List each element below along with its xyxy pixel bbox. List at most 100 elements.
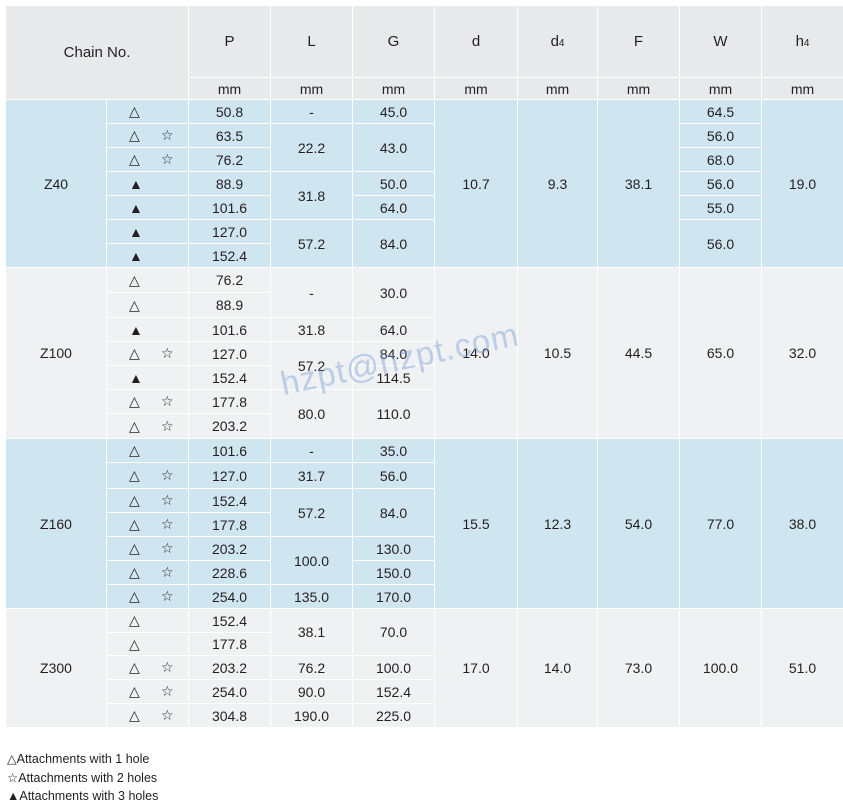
pitch-cell: 76.2: [188, 267, 272, 293]
pitch-cell: 88.9: [188, 171, 272, 196]
g-cell: 84.0: [352, 219, 436, 268]
attachment-symbol: △: [129, 707, 140, 723]
pitch-cell: 203.2: [188, 413, 272, 439]
attachment-symbol: ☆: [161, 683, 174, 699]
attachment-symbol: ☆: [161, 540, 174, 556]
g-cell: 43.0: [352, 123, 436, 172]
table-header: Chain No. P L G d d4 F W h4 mm mm mm mm …: [4, 5, 843, 100]
attachment-symbol: △: [129, 540, 140, 556]
attachment-symbols: △ ☆: [105, 512, 190, 537]
table-row: △ ☆ 254.0 135.0 170.0: [6, 584, 843, 609]
table-row: △ ☆ 203.2 76.2 100.0: [6, 655, 843, 680]
attachment-symbols: ▲: [105, 365, 190, 390]
attachment-symbol: △: [129, 103, 140, 119]
attachment-symbol: ☆: [161, 151, 174, 167]
pitch-cell: 88.9: [188, 292, 272, 318]
table-row: △ ☆ 152.4 57.2 84.0: [6, 488, 843, 537]
h4-cell: 38.0: [761, 438, 843, 609]
table-row: △ ☆ 177.8: [6, 512, 843, 537]
d4-cell: 12.3: [517, 438, 599, 609]
l-cell: 80.0: [270, 389, 354, 439]
table-body: Z40 △ 50.8 - 45.0 10.7 9.3 38.1 64.5 19.…: [5, 99, 843, 728]
d-cell: 10.7: [434, 99, 519, 268]
attachment-symbols: △: [105, 608, 190, 633]
g-cell: 45.0: [352, 99, 436, 124]
h4-cell: 32.0: [761, 267, 843, 439]
g-cell: 152.4: [352, 679, 436, 704]
attachment-symbol: ☆: [161, 659, 174, 675]
w-cell: 56.0: [679, 123, 763, 148]
w-cell: 56.0: [679, 171, 763, 196]
col-header-d: d: [434, 5, 519, 78]
col-header-w: W: [679, 5, 763, 78]
attachment-symbol: △: [129, 635, 140, 652]
attachment-symbols: △ ☆: [105, 462, 190, 489]
attachment-symbols: △ ☆: [105, 488, 190, 513]
attachment-symbol: △: [129, 127, 140, 143]
attachment-symbols: △: [105, 99, 190, 124]
attachment-symbols: ▲: [105, 317, 190, 342]
attachment-symbol: ▲: [129, 247, 143, 264]
legend-item-1-hole: △Attachments with 1 hole: [7, 752, 150, 766]
w-cell: 77.0: [679, 438, 763, 609]
col-header-d4: d4: [517, 5, 599, 78]
col-header-p: P: [188, 5, 272, 78]
pitch-cell: 228.6: [188, 560, 272, 585]
chain-no-header: Chain No.: [4, 5, 190, 100]
attachment-symbols: △: [105, 632, 190, 656]
pitch-cell: 50.8: [188, 99, 272, 124]
chain-no-z40: Z40: [5, 99, 107, 268]
attachment-symbols: △: [105, 438, 190, 463]
attachment-symbol: ☆: [161, 707, 174, 723]
w-cell: 64.5: [679, 99, 763, 124]
pitch-cell: 203.2: [188, 536, 272, 561]
d-cell: 14.0: [434, 267, 519, 439]
l-cell: 31.8: [270, 317, 354, 342]
l-cell: 38.1: [270, 608, 354, 656]
l-cell: 31.8: [270, 171, 354, 220]
g-cell: 56.0: [352, 462, 436, 489]
l-cell: 100.0: [270, 536, 354, 585]
d4-cell: 14.0: [517, 608, 599, 728]
attachment-symbol: ☆: [161, 393, 174, 409]
attachment-symbols: △ ☆: [105, 147, 190, 172]
attachment-symbol: △: [129, 588, 140, 604]
attachment-symbols: △ ☆: [105, 389, 190, 414]
table-row: ▲ 101.6 31.8 64.0: [6, 317, 843, 342]
attachment-symbol: △: [129, 442, 140, 458]
attachment-symbols: ▲: [105, 243, 190, 268]
l-cell: -: [270, 267, 354, 318]
attachment-symbols: △ ☆: [105, 655, 190, 680]
pitch-cell: 203.2: [188, 655, 272, 680]
table-row: △ 88.9: [6, 292, 843, 318]
attachment-symbol: ▲: [129, 223, 143, 240]
l-cell: 22.2: [270, 123, 354, 172]
attachment-symbols: ▲: [105, 219, 190, 244]
table-row: △ 177.8: [6, 632, 843, 656]
attachment-symbol: △: [129, 492, 140, 508]
legend-item-3-holes: ▲Attachments with 3 holes: [7, 789, 159, 803]
attachment-symbols: ▲: [105, 171, 190, 196]
attachment-symbol: ▲: [129, 321, 143, 338]
attachment-symbols: △ ☆: [105, 536, 190, 561]
l-cell: 57.2: [270, 488, 354, 537]
chain-spec-table: Chain No. P L G d d4 F W h4 mm mm mm mm …: [4, 5, 843, 728]
unit-f: mm: [597, 77, 681, 100]
unit-w: mm: [679, 77, 763, 100]
pitch-cell: 152.4: [188, 488, 272, 513]
g-cell: 110.0: [352, 389, 436, 439]
pitch-cell: 177.8: [188, 389, 272, 414]
attachment-symbol: △: [129, 296, 140, 313]
table-row: △ ☆ 203.2 100.0 130.0: [6, 536, 843, 585]
l-cell: -: [270, 99, 354, 124]
table-row: ▲ 88.9 31.8 50.0 56.0: [6, 171, 843, 220]
col-header-d4-label: d: [550, 33, 559, 50]
legend-item-2-holes: ☆Attachments with 2 holes: [7, 770, 158, 785]
attachment-symbol: ☆: [161, 127, 174, 143]
table-row: △ ☆ 76.2 68.0: [6, 147, 843, 172]
attachment-symbol: ☆: [161, 564, 174, 580]
unit-p: mm: [188, 77, 272, 100]
col-header-g: G: [352, 5, 436, 78]
pitch-cell: 127.0: [188, 341, 272, 366]
w-cell: 56.0: [679, 219, 763, 268]
